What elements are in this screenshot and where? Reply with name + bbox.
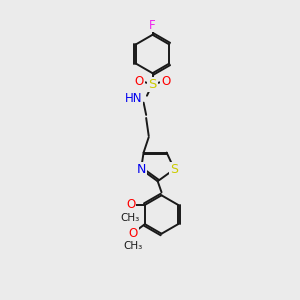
Text: S: S [170,163,178,176]
Text: CH₃: CH₃ [121,213,140,223]
Text: N: N [136,163,146,176]
Text: CH₃: CH₃ [123,242,142,251]
Text: HN: HN [125,92,142,105]
Text: O: O [126,198,135,212]
Text: F: F [149,19,156,32]
Text: O: O [135,75,144,88]
Text: S: S [148,78,157,91]
Text: O: O [161,75,170,88]
Text: O: O [129,226,138,240]
